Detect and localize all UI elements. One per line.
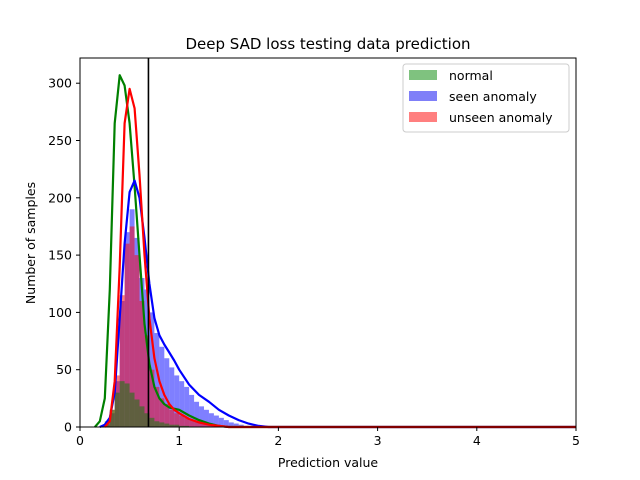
bar-seen-anomaly	[213, 415, 219, 427]
x-tick-label: 3	[374, 433, 382, 448]
bar-normal	[129, 392, 135, 427]
line-unseen-anomaly	[103, 87, 576, 429]
bar-unseen-anomaly	[194, 421, 200, 427]
y-tick-label: 100	[48, 305, 72, 320]
bar-normal	[179, 425, 185, 427]
bar-seen-anomaly	[238, 424, 244, 427]
bar-normal	[109, 409, 115, 427]
y-tick-label: 150	[48, 248, 72, 263]
bar-unseen-anomaly	[174, 413, 180, 427]
bar-seen-anomaly	[184, 386, 190, 427]
y-tick-label: 250	[48, 133, 72, 148]
bar-unseen-anomaly	[159, 398, 165, 427]
bar-unseen-anomaly	[149, 369, 155, 427]
legend-swatch-seen-anomaly	[409, 91, 437, 101]
bar-normal	[114, 392, 120, 427]
line-seen-anomaly	[99, 179, 576, 429]
bar-seen-anomaly	[208, 413, 214, 427]
y-tick-label: 50	[56, 362, 72, 377]
bar-seen-anomaly	[174, 375, 180, 427]
bar-normal	[119, 381, 125, 427]
y-tick-label: 200	[48, 190, 72, 205]
x-axis-label: Prediction value	[278, 455, 379, 470]
y-axis-label: Number of samples	[23, 182, 38, 304]
bar-normal	[184, 425, 190, 427]
bar-seen-anomaly	[149, 312, 155, 427]
y-tick-label: 300	[48, 76, 72, 91]
bar-unseen-anomaly	[189, 420, 195, 427]
legend-label-unseen-anomaly: unseen anomaly	[449, 110, 553, 125]
line-normal	[94, 74, 576, 429]
bar-unseen-anomaly	[154, 386, 160, 427]
bar-unseen-anomaly	[164, 404, 170, 427]
bar-unseen-anomaly	[119, 295, 125, 427]
plot-frame	[79, 57, 577, 428]
bar-unseen-anomaly	[169, 409, 175, 427]
bar-unseen-anomaly	[129, 226, 135, 427]
bar-seen-anomaly	[218, 417, 224, 427]
legend-label-normal: normal	[449, 68, 493, 83]
bar-normal	[134, 399, 140, 427]
bar-seen-anomaly	[164, 358, 170, 427]
histogram-bars	[99, 209, 249, 427]
bar-unseen-anomaly	[124, 243, 130, 427]
bar-unseen-anomaly	[204, 423, 209, 427]
bar-normal	[154, 421, 160, 427]
bar-unseen-anomaly	[139, 300, 145, 427]
x-tick-label: 0	[76, 433, 84, 448]
legend-box	[402, 63, 570, 133]
bar-normal	[149, 417, 155, 427]
legend-swatch-normal	[409, 70, 437, 80]
density-lines	[94, 74, 576, 429]
bar-seen-anomaly	[179, 381, 185, 427]
bar-seen-anomaly	[169, 367, 175, 427]
x-tick-label: 4	[473, 433, 481, 448]
bar-unseen-anomaly	[134, 255, 140, 427]
bar-unseen-anomaly	[199, 422, 204, 427]
bar-normal	[169, 424, 175, 427]
bar-normal	[124, 383, 130, 427]
bar-unseen-anomaly	[179, 415, 185, 427]
bar-seen-anomaly	[199, 406, 204, 427]
chart-title: Deep SAD loss testing data prediction	[186, 35, 471, 53]
bar-normal	[139, 406, 145, 427]
bar-unseen-anomaly	[144, 335, 150, 427]
x-tick-label: 5	[572, 433, 580, 448]
bar-seen-anomaly	[204, 409, 209, 427]
bar-seen-anomaly	[228, 422, 234, 427]
bar-normal	[164, 423, 170, 427]
bar-seen-anomaly	[194, 401, 200, 427]
x-tick-label: 2	[274, 433, 282, 448]
bar-seen-anomaly	[223, 420, 229, 427]
legend: normal seen anomaly unseen anomaly	[402, 63, 570, 133]
bar-normal	[144, 413, 150, 427]
bar-seen-anomaly	[189, 394, 195, 427]
x-tick-label: 1	[175, 433, 183, 448]
bar-seen-anomaly	[154, 333, 160, 427]
y-tick-label: 0	[64, 420, 72, 435]
bar-normal	[174, 424, 180, 427]
legend-swatch-unseen-anomaly	[409, 112, 437, 122]
bar-seen-anomaly	[233, 423, 239, 427]
bar-normal	[159, 422, 165, 427]
bar-unseen-anomaly	[184, 417, 190, 427]
legend-label-seen-anomaly: seen anomaly	[449, 89, 537, 104]
